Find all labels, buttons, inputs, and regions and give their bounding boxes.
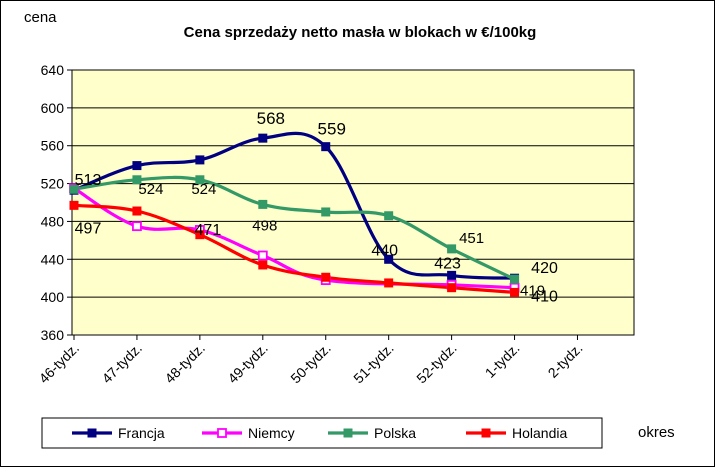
data-point-niemcy <box>257 250 268 261</box>
data-label-polska: 524 <box>191 181 216 198</box>
chart-title: Cena sprzedaży netto masła w blokach w €… <box>184 24 537 41</box>
data-point-polska <box>321 207 331 217</box>
grid-lines <box>72 107 634 298</box>
data-point-polska <box>447 244 457 254</box>
y-axis-title: cena <box>24 9 57 26</box>
data-point-francja <box>132 161 142 171</box>
data-point-holandia <box>384 278 394 288</box>
data-label-holandia: 410 <box>531 288 558 305</box>
legend: Francja Niemcy Polska Holandia <box>41 417 603 449</box>
x-tick-label: 52-tydz. <box>413 340 460 387</box>
legend-label-francja: Francja <box>118 425 165 441</box>
x-tick-label: 47-tydz. <box>99 340 146 387</box>
y-tick-label: 600 <box>41 100 65 116</box>
y-axis: 360 400 440 480 520 560 600 640 <box>41 62 72 343</box>
x-axis: 46-tydz. 47-tydz. 48-tydz. 49-tydz. 50-tydz.… <box>36 335 586 386</box>
data-point-niemcy <box>132 221 142 232</box>
x-tick-label: 49-tydz. <box>224 340 271 387</box>
y-tick-label: 360 <box>41 327 65 343</box>
data-point-polska <box>132 175 142 185</box>
x-tick-label: 1-tydz. <box>482 340 523 381</box>
data-point-polska <box>384 211 394 221</box>
data-label-polska: 498 <box>252 217 277 234</box>
plot-area <box>71 69 635 336</box>
data-label-holandia: 497 <box>75 220 102 237</box>
legend-marker-holandia <box>481 428 491 438</box>
legend-label-holandia: Holandia <box>512 425 567 441</box>
data-point-francja <box>258 133 268 143</box>
data-point-polska <box>195 175 205 185</box>
y-tick-label: 400 <box>41 289 65 305</box>
data-label-francja: 568 <box>257 109 285 128</box>
data-point-holandia <box>447 283 457 293</box>
x-tick-label: 50-tydz. <box>287 340 334 387</box>
data-label-polska: 451 <box>459 230 484 247</box>
y-tick-label: 480 <box>41 213 65 229</box>
legend-marker-francja <box>87 428 97 438</box>
x-tick-label: 48-tydz. <box>161 340 208 387</box>
data-label-niemcy: 471 <box>195 222 222 239</box>
data-point-francja <box>447 270 457 280</box>
data-point-holandia <box>132 206 142 216</box>
data-labels: 471 419 513 568 559 440 423 420 524 524 498 451 497 4… <box>75 109 558 305</box>
x-tick-label: 51-tydz. <box>350 340 397 387</box>
x-axis-title: okres <box>638 424 675 441</box>
series-markers <box>69 133 520 297</box>
legend-box <box>41 417 603 449</box>
data-label-francja: 440 <box>371 242 398 259</box>
data-point-polska <box>510 274 520 284</box>
legend-marker-niemcy <box>217 428 227 438</box>
y-tick-label: 640 <box>41 62 65 78</box>
data-point-holandia <box>258 260 268 270</box>
data-label-francja: 559 <box>318 120 346 139</box>
data-point-polska <box>258 199 268 209</box>
data-point-francja <box>195 155 205 165</box>
y-tick-label: 520 <box>41 176 65 192</box>
data-point-francja <box>321 142 331 152</box>
data-label-francja: 423 <box>434 255 461 272</box>
x-tick-label: 46-tydz. <box>36 340 83 387</box>
data-label-francja: 513 <box>75 172 102 189</box>
data-point-polska <box>69 184 79 194</box>
y-tick-label: 560 <box>41 138 65 154</box>
legend-label-niemcy: Niemcy <box>248 425 295 441</box>
data-point-holandia <box>510 287 520 297</box>
data-point-holandia <box>195 230 205 240</box>
legend-marker-polska <box>343 428 353 438</box>
data-point-francja <box>384 254 394 264</box>
data-label-niemcy: 419 <box>520 283 545 300</box>
series-line-holandia <box>73 203 515 294</box>
data-label-francja: 420 <box>531 260 558 277</box>
series-line-francja <box>73 131 515 280</box>
data-point-holandia <box>69 200 79 210</box>
legend-label-polska: Polska <box>374 425 416 441</box>
data-point-holandia <box>321 272 331 282</box>
x-tick-label: 2-tydz. <box>545 340 586 381</box>
y-tick-label: 440 <box>41 251 65 267</box>
data-label-polska: 524 <box>138 181 163 198</box>
